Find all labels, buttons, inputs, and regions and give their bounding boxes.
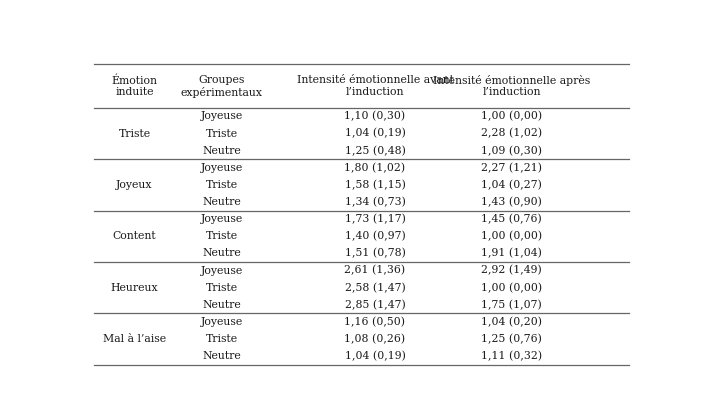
Text: Groupes
expérimentaux: Groupes expérimentaux — [181, 75, 263, 98]
Text: 1,00 (0,00): 1,00 (0,00) — [481, 231, 542, 241]
Text: Triste: Triste — [118, 128, 151, 138]
Text: 1,58 (1,15): 1,58 (1,15) — [345, 180, 405, 190]
Text: 1,04 (0,20): 1,04 (0,20) — [481, 317, 542, 327]
Text: Neutre: Neutre — [202, 300, 241, 310]
Text: Neutre: Neutre — [202, 197, 241, 207]
Text: Mal à l’aise: Mal à l’aise — [103, 334, 166, 344]
Text: Joyeuse: Joyeuse — [201, 266, 243, 276]
Text: 1,43 (0,90): 1,43 (0,90) — [481, 197, 542, 207]
Text: 1,04 (0,19): 1,04 (0,19) — [345, 351, 405, 361]
Text: 1,25 (0,48): 1,25 (0,48) — [345, 146, 405, 156]
Text: 1,34 (0,73): 1,34 (0,73) — [345, 197, 405, 207]
Text: 1,08 (0,26): 1,08 (0,26) — [345, 334, 405, 344]
Text: 2,85 (1,47): 2,85 (1,47) — [345, 299, 405, 310]
Text: Joyeuse: Joyeuse — [201, 317, 243, 327]
Text: 2,61 (1,36): 2,61 (1,36) — [345, 265, 405, 276]
Text: Triste: Triste — [206, 283, 238, 293]
Text: Content: Content — [113, 231, 157, 241]
Text: 1,16 (0,50): 1,16 (0,50) — [345, 317, 405, 327]
Text: Joyeuse: Joyeuse — [201, 111, 243, 121]
Text: 1,04 (0,27): 1,04 (0,27) — [481, 180, 542, 190]
Text: Heureux: Heureux — [111, 283, 159, 293]
Text: Triste: Triste — [206, 180, 238, 190]
Text: 1,73 (1,17): 1,73 (1,17) — [345, 214, 405, 224]
Text: Neutre: Neutre — [202, 351, 241, 361]
Text: 1,00 (0,00): 1,00 (0,00) — [481, 111, 542, 122]
Text: 2,92 (1,49): 2,92 (1,49) — [482, 265, 542, 276]
Text: 1,11 (0,32): 1,11 (0,32) — [481, 351, 542, 361]
Text: 2,28 (1,02): 2,28 (1,02) — [481, 128, 542, 139]
Text: 1,00 (0,00): 1,00 (0,00) — [481, 282, 542, 293]
Text: 2,27 (1,21): 2,27 (1,21) — [481, 163, 542, 173]
Text: 1,75 (1,07): 1,75 (1,07) — [482, 299, 542, 310]
Text: 1,10 (0,30): 1,10 (0,30) — [345, 111, 405, 122]
Text: Triste: Triste — [206, 231, 238, 241]
Text: Joyeuse: Joyeuse — [201, 214, 243, 224]
Text: 1,91 (1,04): 1,91 (1,04) — [481, 248, 542, 259]
Text: Émotion
induite: Émotion induite — [111, 75, 157, 97]
Text: 1,09 (0,30): 1,09 (0,30) — [481, 146, 542, 156]
Text: Joyeux: Joyeux — [116, 180, 153, 190]
Text: 1,25 (0,76): 1,25 (0,76) — [481, 334, 542, 344]
Text: 1,80 (1,02): 1,80 (1,02) — [345, 163, 405, 173]
Text: Intensité émotionnelle après
l’induction: Intensité émotionnelle après l’induction — [433, 75, 590, 98]
Text: Triste: Triste — [206, 334, 238, 344]
Text: 2,58 (1,47): 2,58 (1,47) — [345, 282, 405, 293]
Text: Triste: Triste — [206, 128, 238, 138]
Text: 1,51 (0,78): 1,51 (0,78) — [345, 248, 405, 259]
Text: Intensité émotionnelle avant
l’induction: Intensité émotionnelle avant l’induction — [297, 75, 453, 97]
Text: Neutre: Neutre — [202, 249, 241, 259]
Text: 1,04 (0,19): 1,04 (0,19) — [345, 128, 405, 139]
Text: 1,40 (0,97): 1,40 (0,97) — [345, 231, 405, 241]
Text: Joyeuse: Joyeuse — [201, 163, 243, 173]
Text: Neutre: Neutre — [202, 146, 241, 156]
Text: 1,45 (0,76): 1,45 (0,76) — [482, 214, 542, 224]
